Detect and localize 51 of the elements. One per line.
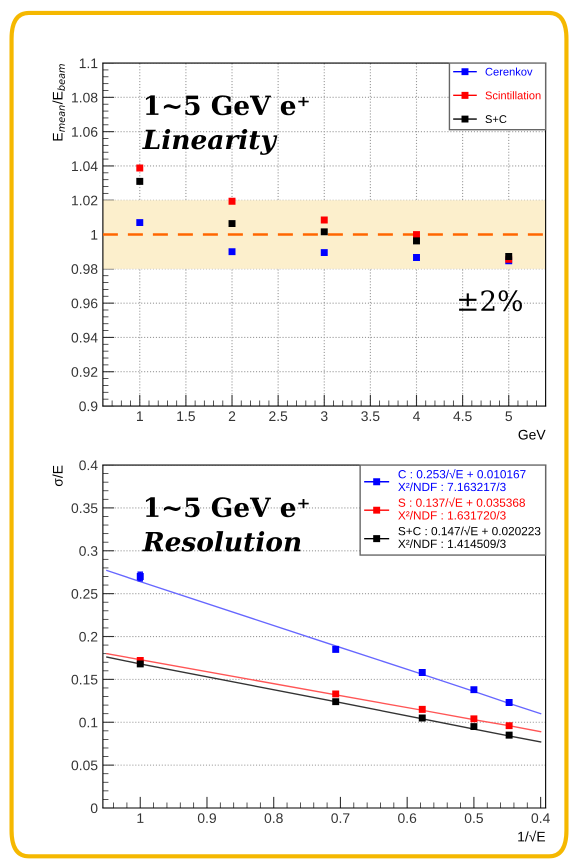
y-tick-label: 0.05: [72, 760, 98, 770]
x-tick-label: 0.9: [198, 813, 216, 824]
y-tick-label: 1.1: [80, 58, 98, 68]
legend-label: S : 0.137/√E + 0.035368 X²/NDF : 1.631720/3: [398, 497, 525, 520]
x-tick-label: 4.5: [453, 411, 472, 422]
x-tick-label: 0.5: [464, 813, 483, 824]
legend-label: C : 0.253/√E + 0.010167 X²/NDF : 7.163217/3: [398, 468, 526, 492]
y-tick-label: 1.06: [72, 126, 98, 137]
legend-label: Cerenkov: [486, 68, 533, 76]
x-tick-label: 3: [320, 411, 328, 422]
y-tick-label: 0.98: [72, 264, 98, 274]
x-axis-title: 1/√E: [518, 830, 546, 842]
annotation: Linearity: [142, 128, 278, 155]
y-tick-label: 0.96: [72, 298, 98, 308]
y-axis-title: σ/E: [52, 466, 63, 486]
y-tick-label: 0.94: [72, 332, 98, 343]
x-tick-label: 1: [137, 813, 144, 823]
x-tick-label: 5: [505, 411, 512, 422]
y-tick-label: 0.4: [79, 460, 98, 470]
x-tick-label: 3.5: [361, 411, 380, 422]
y-tick-label: 0.15: [72, 674, 98, 685]
annotation: 1~5 GeV e⁺: [146, 497, 309, 518]
y-tick-label: 1: [91, 230, 98, 240]
x-tick-label: 0.8: [264, 813, 283, 824]
y-tick-label: 1.04: [72, 161, 98, 172]
x-tick-label: 1.5: [177, 411, 195, 422]
x-tick-label: 0.7: [331, 813, 350, 824]
legend-label: S+C : 0.147/√E + 0.020223 X²/NDF : 1.414509/3: [398, 526, 540, 548]
x-tick-label: 4: [412, 411, 420, 421]
annotation: 1~5 GeV e⁺: [146, 95, 309, 116]
y-axis-title: E$_{mean}$/E$_{beam}$: [52, 64, 65, 141]
x-tick-label: 1: [136, 411, 143, 421]
y-tick-label: 0.9: [79, 401, 98, 412]
y-tick-label: 1.02: [72, 196, 98, 206]
x-tick-label: 2.5: [269, 411, 288, 422]
y-tick-label: 0.2: [79, 632, 98, 642]
y-tick-label: 1.08: [72, 92, 98, 103]
x-tick-label: 0.6: [398, 813, 416, 824]
y-tick-label: 0.92: [72, 367, 98, 377]
y-tick-label: 0.25: [72, 588, 98, 599]
y-tick-label: 0.35: [72, 503, 98, 514]
legend-label: Scintillation: [485, 91, 540, 100]
y-tick-label: 0.1: [79, 718, 98, 728]
y-tick-label: 0.3: [79, 546, 98, 556]
band-label: ±2%: [459, 290, 522, 312]
annotation: Resolution: [142, 531, 300, 552]
legend-label: S+C: [485, 115, 506, 124]
y-tick-label: 0: [90, 803, 98, 814]
x-tick-label: 0.4: [532, 813, 550, 824]
x-axis-title: GeV: [518, 430, 546, 440]
x-tick-label: 2: [228, 411, 236, 421]
